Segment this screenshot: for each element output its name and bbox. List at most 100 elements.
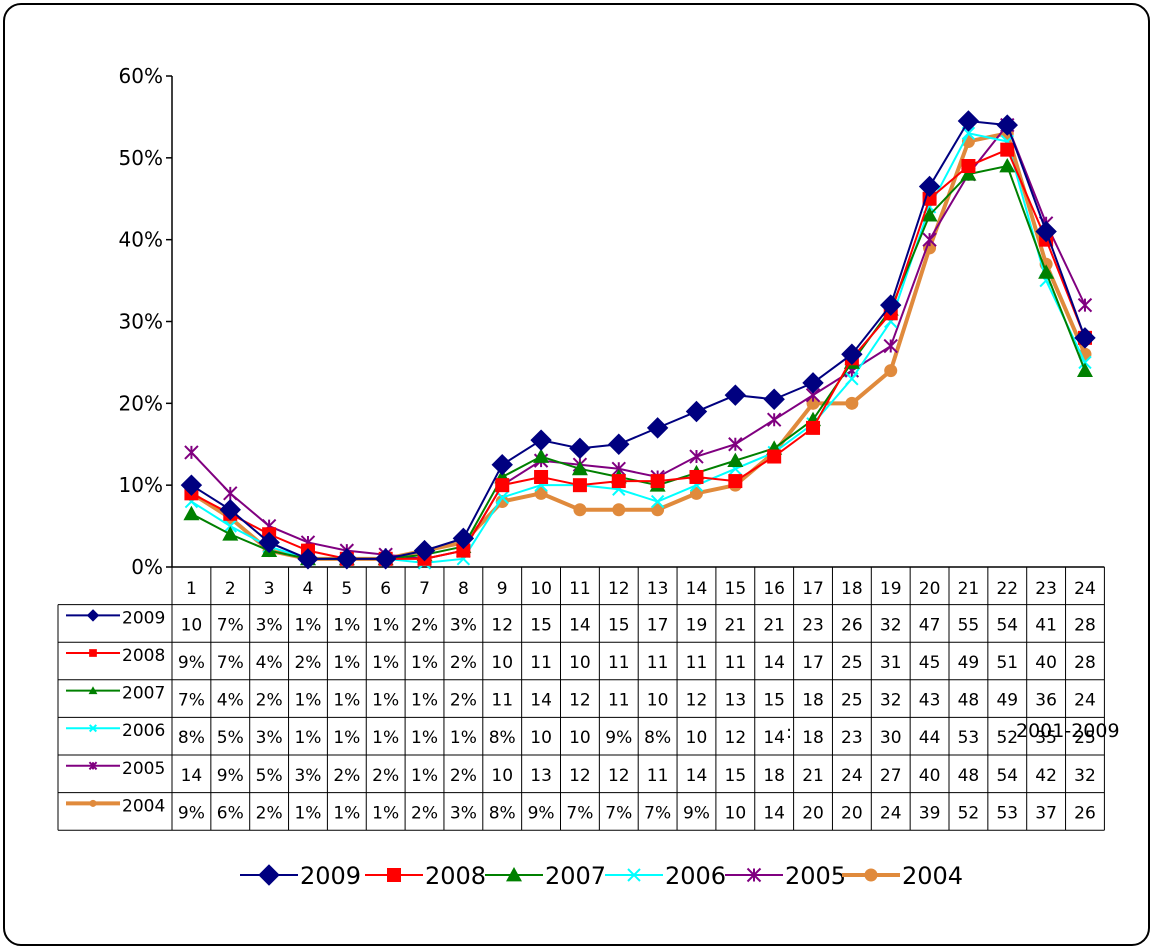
table-cell-value: 19 [686, 615, 708, 635]
x-tick-label: 16 [763, 579, 785, 599]
table-cell-value: 18 [802, 691, 824, 711]
table-cell-value: 43 [919, 691, 941, 711]
table-cell-value: 7% [644, 803, 671, 823]
data-point [491, 454, 513, 476]
table-cell-value: 14 [530, 691, 552, 711]
legend-label: 2008 [425, 862, 486, 890]
table-series-name: 2006 [122, 721, 165, 741]
data-point [1077, 297, 1093, 313]
table-cell-value: 20 [802, 803, 824, 823]
table-key-marker [89, 649, 97, 657]
table-cell-value: 18 [763, 766, 785, 786]
table-cell-value: 14 [763, 653, 785, 673]
table-cell-value: 40 [919, 766, 941, 786]
data-point [495, 478, 510, 493]
table-cell-value: 13 [530, 766, 552, 786]
table-cell-value: 9% [605, 728, 632, 748]
table-cell-value: 15 [530, 615, 552, 635]
data-point [651, 503, 665, 517]
data-point [223, 519, 237, 533]
series-2004 [184, 126, 1092, 566]
table-cell-value: 1% [372, 803, 399, 823]
data-point [571, 460, 588, 476]
table-cell-value: 36 [1035, 691, 1057, 711]
table-legend-key-2008 [66, 649, 120, 657]
table-series-name: 2005 [122, 759, 165, 779]
table-key-marker [86, 609, 100, 622]
table-cell-value: 30 [880, 728, 902, 748]
data-point [1035, 220, 1057, 243]
table-cell-value: 10 [530, 728, 552, 748]
x-tick-label: 18 [841, 579, 863, 599]
data-point [646, 417, 669, 439]
data-point [533, 448, 550, 463]
data-point [841, 343, 863, 365]
legend-label: 2007 [545, 862, 606, 890]
x-tick-label: 5 [341, 579, 352, 599]
table-cell-value: 1% [411, 691, 438, 711]
table-cell-value: 2% [411, 803, 438, 823]
table-cell-value: 11 [608, 691, 630, 711]
table-cell-value: 4% [256, 653, 283, 673]
x-tick-label: 21 [958, 579, 980, 599]
data-point [689, 449, 704, 464]
x-tick-label: 22 [996, 579, 1018, 599]
series-2007 [183, 158, 1093, 566]
x-tick-label: 12 [608, 579, 630, 599]
data-point [258, 531, 280, 554]
table-cell-value: 11 [647, 653, 669, 673]
data-point [612, 503, 626, 517]
data-point [763, 388, 785, 410]
table-series-name: 2009 [122, 608, 165, 628]
data-point [880, 294, 902, 316]
table-cell-value: 12 [686, 691, 708, 711]
table-cell-value: 53 [958, 728, 980, 748]
table-cell-value: 52 [958, 803, 980, 823]
table-cell-value: 28 [1074, 615, 1096, 635]
series-line [190, 164, 1086, 560]
series-2009 [180, 110, 1096, 570]
table-cell-value: 9% [178, 653, 205, 673]
y-tick-label: 60% [119, 64, 163, 88]
table-cell-value: 2% [450, 691, 477, 711]
x-tick-label: 2 [225, 579, 236, 599]
table-cell-value: 15 [725, 766, 747, 786]
table-cell-value: 1% [294, 728, 321, 748]
table-cell-value: 21 [763, 615, 785, 635]
legend-marker [627, 868, 641, 882]
x-tick-label: 6 [380, 579, 391, 599]
table-cell-value: 11 [686, 653, 708, 673]
table-series-name: 2008 [122, 646, 165, 666]
table-cell-value: 15 [763, 691, 785, 711]
data-point [374, 548, 397, 570]
table-cell-value: 17 [647, 615, 669, 635]
table-cell-value: 37 [1035, 803, 1057, 823]
table-cell-value: 6% [217, 803, 244, 823]
data-point [806, 396, 820, 410]
table-cell-value: 23 [802, 615, 824, 635]
data-point [183, 505, 200, 521]
data-point [650, 494, 665, 509]
table-cell-value: 32 [880, 691, 902, 711]
table-legend-key-2004 [66, 799, 120, 807]
table-cell-value: 1% [333, 691, 360, 711]
series-2005 [184, 117, 1093, 567]
table-cell-value: 3% [256, 615, 283, 635]
data-point [608, 433, 630, 455]
x-tick-label: 17 [802, 579, 824, 599]
x-tick-label: 24 [1074, 579, 1096, 599]
data-point [957, 110, 980, 132]
table-cell-value: 15 [608, 615, 630, 635]
table-cell-value: 21 [725, 615, 747, 635]
table-cell-value: 2% [333, 766, 360, 786]
table-cell-value: 12 [725, 728, 747, 748]
table-key-marker [88, 686, 98, 695]
table-cell-value: 9% [683, 803, 710, 823]
table-cell-value: 12 [491, 615, 513, 635]
table-cell-value: 7% [605, 803, 632, 823]
y-tick-label: 0% [131, 555, 163, 579]
table-cell-value: 7% [217, 615, 244, 635]
table-cell-value: 2% [256, 691, 283, 711]
table-cell-value: 24 [880, 803, 902, 823]
